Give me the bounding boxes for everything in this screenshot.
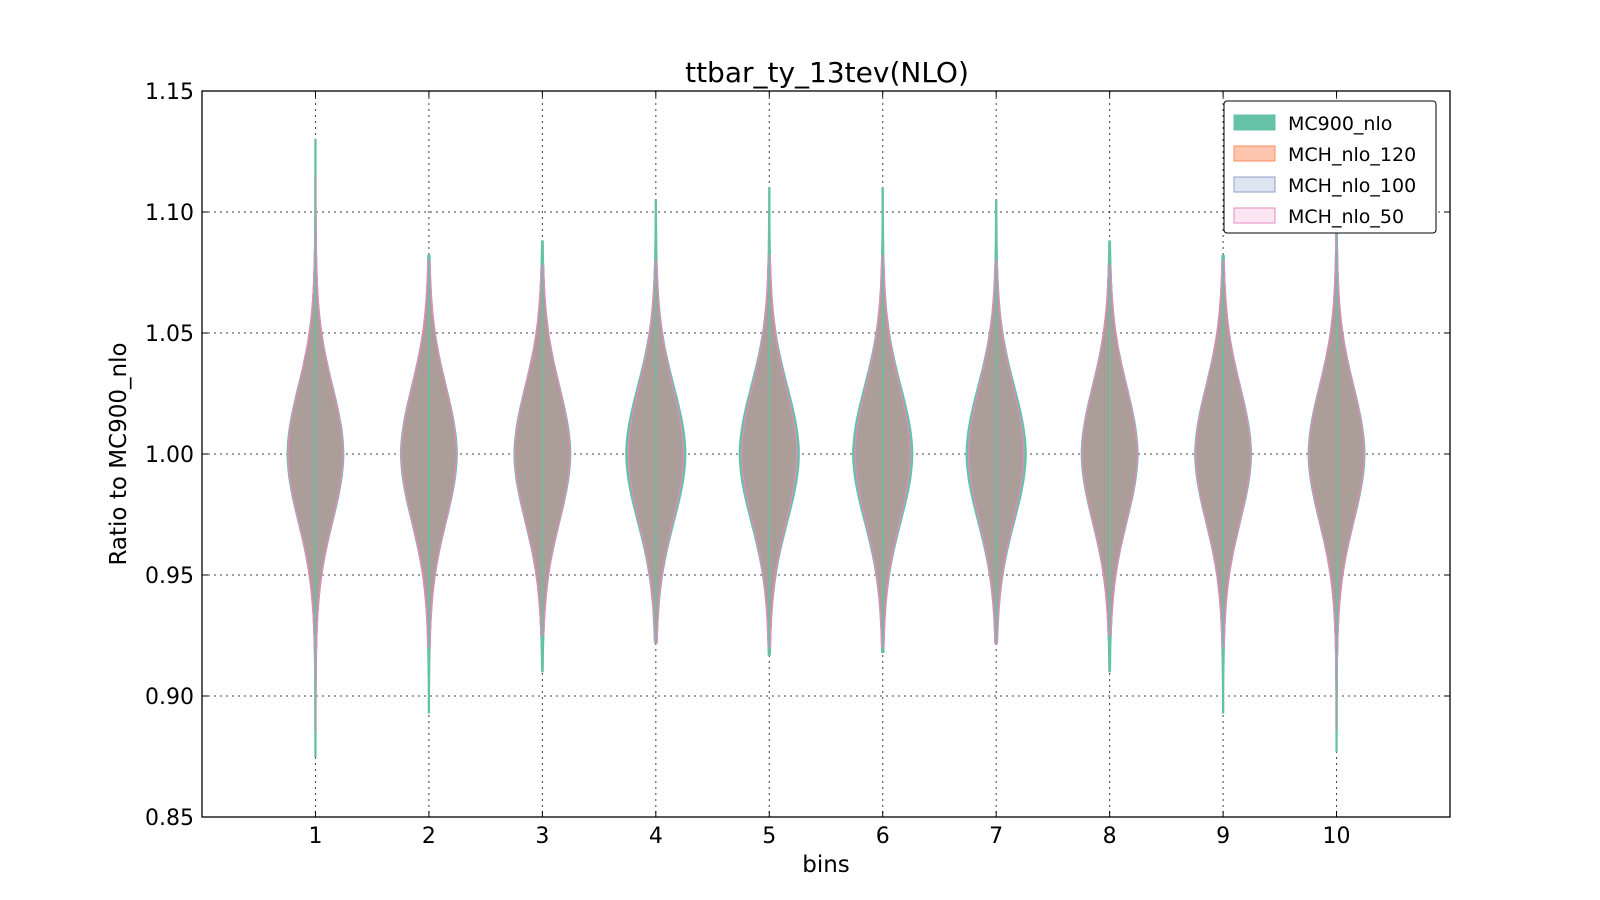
violin-bin-1 [286,138,345,758]
x-tick-label: 2 [422,824,436,849]
violin-bin-4 [625,199,687,644]
y-axis-ticks: 0.85 0.90 0.95 1.00 1.05 1.10 1.15 [145,80,1450,831]
legend-label: MCH_nlo_100 [1288,175,1416,197]
legend-frame [1223,100,1437,234]
violin-mch-nlo-50 [968,259,1025,644]
violin-bin-5 [738,187,800,656]
violin-bin-6 [852,187,914,653]
x-tick-label: 9 [1216,824,1230,849]
y-axis-label: Ratio to MC900_nlo [106,342,132,565]
x-tick-label: 8 [1103,824,1117,849]
violin-mch-nlo-50 [1195,259,1252,649]
violins [286,138,1366,758]
legend-swatch [1233,145,1276,162]
legend: MC900_nlo MCH_nlo_120 MCH_nlo_100 MCH_nlo_5… [1223,100,1437,234]
legend-item-mc900-nlo: MC900_nlo [1233,113,1392,135]
legend-item-mch-nlo-50: MCH_nlo_50 [1233,206,1404,228]
x-tick-label: 1 [308,824,322,849]
y-tick-label: 1.10 [145,201,194,226]
y-tick-label: 1.00 [145,443,194,468]
y-tick-label: 1.15 [145,80,194,105]
y-tick-label: 1.05 [145,322,194,347]
violin-bin-9 [1194,255,1253,714]
y-tick-label: 0.90 [145,685,194,710]
violin-bin-3 [513,240,572,673]
x-tick-label: 4 [649,824,663,849]
x-tick-label: 5 [762,824,776,849]
legend-label: MCH_nlo_50 [1288,206,1404,228]
legend-label: MCH_nlo_120 [1288,144,1416,166]
violin-mch-nlo-50 [1081,264,1138,637]
legend-item-mch-nlo-120: MCH_nlo_120 [1233,144,1416,166]
legend-label: MC900_nlo [1288,113,1392,135]
violin-bin-2 [399,255,458,714]
legend-item-mch-nlo-100: MCH_nlo_100 [1233,175,1416,197]
chart-title: ttbar_ty_13tev(NLO) [685,56,969,89]
x-tick-label: 7 [989,824,1003,849]
x-tick-label: 3 [535,824,549,849]
legend-swatch [1233,176,1276,193]
violin-bin-7 [965,199,1027,644]
violin-mch-nlo-50 [400,259,457,649]
legend-swatch [1233,114,1276,131]
x-tick-label: 10 [1323,824,1351,849]
y-tick-label: 0.85 [145,806,194,831]
violin-mch-nlo-50 [741,255,798,649]
violin-mch-nlo-50 [854,255,911,649]
violin-mch-nlo-50 [514,264,571,637]
legend-swatch [1233,207,1276,224]
y-tick-label: 0.95 [145,564,194,589]
x-tick-label: 6 [876,824,890,849]
violin-mch-nlo-50 [627,259,684,644]
x-axis-label: bins [802,852,850,878]
x-axis-ticks: 1 2 3 4 5 6 7 8 9 10 [308,91,1351,849]
violin-bin-8 [1080,240,1139,673]
